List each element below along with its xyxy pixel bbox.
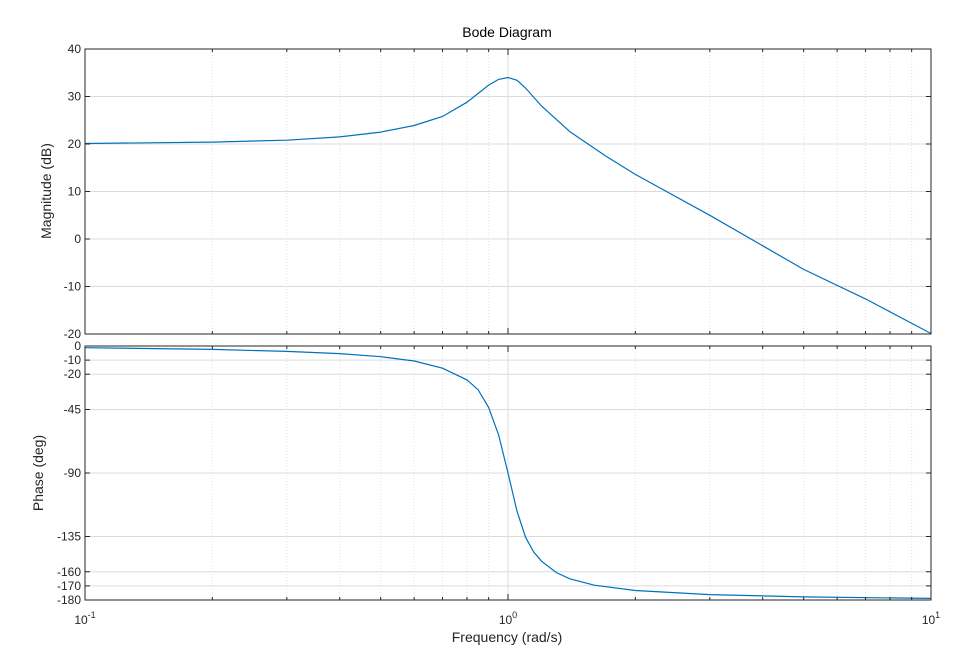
y-tick-label: -135 (57, 530, 81, 544)
y-tick-label: 10 (68, 185, 82, 199)
y-tick-label: -20 (64, 327, 82, 341)
frequency-x-ticks: 10-1 100 101 (74, 610, 940, 627)
magnitude-plot: -20 -10 0 10 20 30 40 Magnitude (dB) (38, 42, 932, 341)
y-tick-label: -45 (64, 403, 82, 417)
y-tick-label: 40 (68, 42, 82, 56)
x-tick-label: 10-1 (74, 610, 95, 627)
chart-title: Bode Diagram (462, 24, 552, 40)
y-tick-label: -160 (57, 565, 81, 579)
magnitude-line (84, 76, 932, 335)
phase-plot: -180-170-160 -135 -90 -45 -20-100 Phase (deg… (30, 339, 932, 607)
phase-line (84, 347, 932, 599)
y-tick-label: -170 (57, 579, 81, 593)
x-tick-label: 100 (499, 610, 517, 627)
x-axis-label: Frequency (rad/s) (452, 629, 562, 645)
y-tick-label: 20 (68, 137, 82, 151)
y-tick-label: 30 (68, 90, 82, 104)
y-tick-label: -10 (64, 280, 82, 294)
y-tick-label: -180 (57, 593, 81, 607)
y-tick-label: -90 (64, 466, 82, 480)
magnitude-y-ticks: -20 -10 0 10 20 30 40 (64, 42, 932, 341)
x-tick-label: 101 (922, 610, 940, 627)
magnitude-y-axis-label: Magnitude (dB) (38, 143, 54, 239)
phase-y-axis-label: Phase (deg) (30, 435, 46, 511)
y-tick-label: -10 (64, 353, 82, 367)
y-tick-label: -20 (64, 367, 82, 381)
phase-y-ticks: -180-170-160 -135 -90 -45 -20-100 (57, 339, 932, 607)
y-tick-label: 0 (74, 232, 81, 246)
y-tick-label: 0 (74, 339, 81, 353)
